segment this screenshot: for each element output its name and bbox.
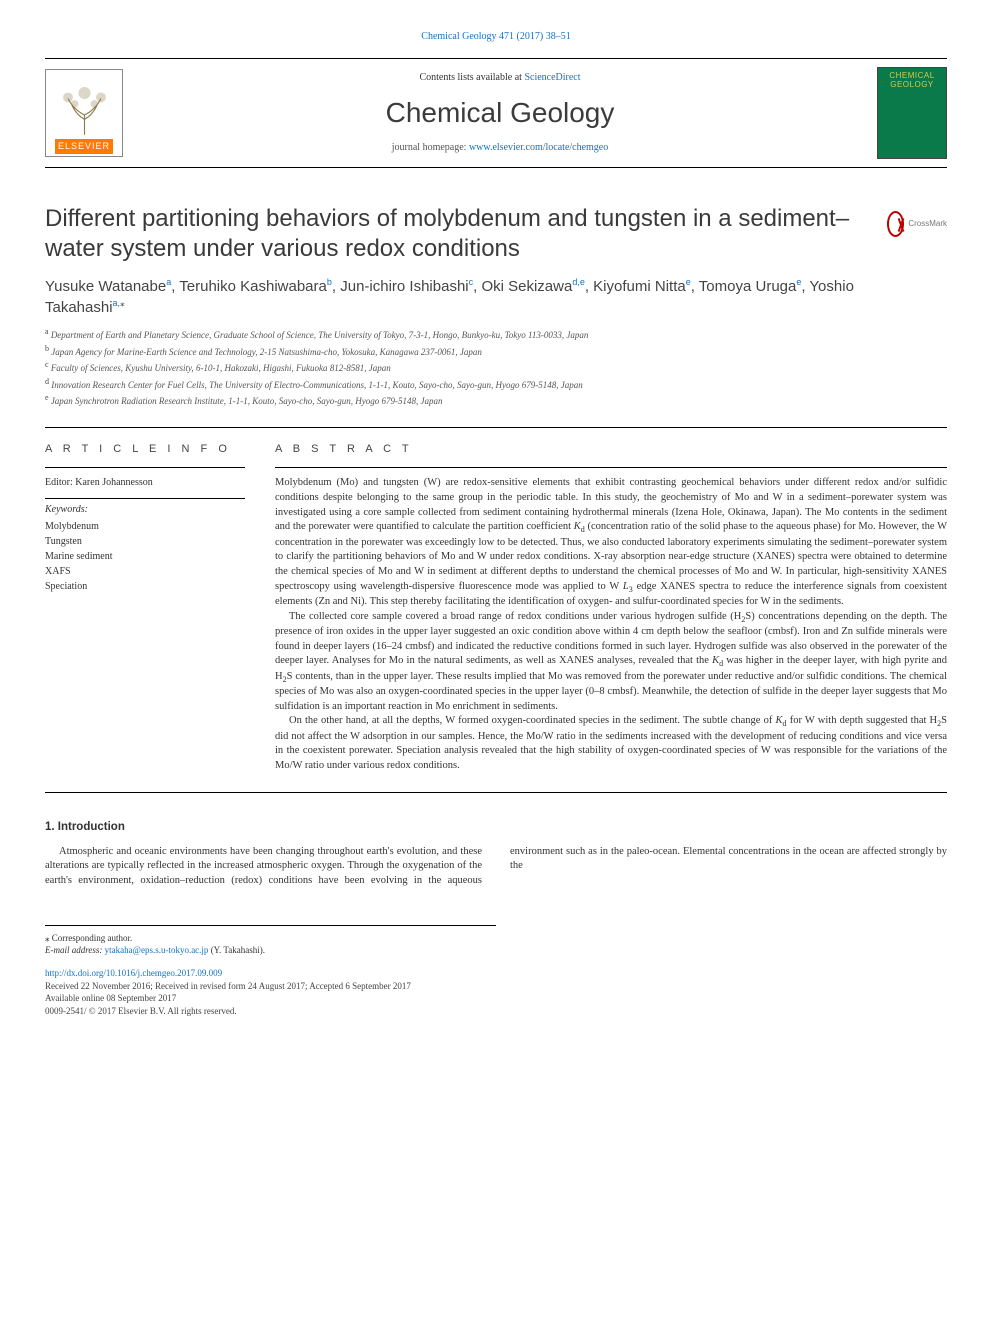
keyword: Speciation: [45, 579, 245, 594]
homepage-line: journal homepage: www.elsevier.com/locat…: [135, 141, 865, 155]
affiliation-d: Innovation Research Center for Fuel Cell…: [51, 380, 583, 390]
corresponding-author: ⁎ Corresponding author.: [45, 932, 496, 945]
abstract-p3: On the other hand, at all the depths, W …: [275, 714, 947, 773]
affiliation-a: Department of Earth and Planetary Scienc…: [51, 330, 589, 340]
intro-section: 1. Introduction Atmospheric and oceanic …: [45, 819, 947, 889]
info-head: A R T I C L E I N F O: [45, 442, 245, 457]
affiliations: a Department of Earth and Planetary Scie…: [45, 326, 875, 408]
top-citation: Chemical Geology 471 (2017) 38–51: [45, 30, 947, 44]
abstract: A B S T R A C T Molybdenum (Mo) and tung…: [275, 442, 947, 774]
elsevier-text: ELSEVIER: [55, 139, 113, 154]
copyright: 0009-2541/ © 2017 Elsevier B.V. All righ…: [45, 1005, 947, 1018]
journal-header: ELSEVIER Contents lists available at Sci…: [45, 58, 947, 168]
article-info: A R T I C L E I N F O Editor: Karen Joha…: [45, 442, 245, 774]
affiliation-e: Japan Synchrotron Radiation Research Ins…: [51, 396, 443, 406]
divider: [45, 792, 947, 793]
title-block: Different partitioning behaviors of moly…: [45, 204, 947, 409]
history: Received 22 November 2016; Received in r…: [45, 980, 947, 993]
contents-line: Contents lists available at ScienceDirec…: [135, 71, 865, 85]
info-abstract-row: A R T I C L E I N F O Editor: Karen Joha…: [45, 442, 947, 774]
cover-title: CHEMICAL GEOLOGY: [880, 72, 944, 90]
keyword: Molybdenum: [45, 519, 245, 534]
authors: Yusuke Watanabea, Teruhiko Kashiwabarab,…: [45, 276, 875, 318]
intro-text: Atmospheric and oceanic environments hav…: [45, 845, 947, 889]
keyword: Marine sediment: [45, 549, 245, 564]
bottom-block: http://dx.doi.org/10.1016/j.chemgeo.2017…: [45, 967, 947, 1017]
header-center: Contents lists available at ScienceDirec…: [135, 71, 865, 154]
abstract-head: A B S T R A C T: [275, 442, 947, 457]
journal-name: Chemical Geology: [135, 93, 865, 132]
article-title: Different partitioning behaviors of moly…: [45, 204, 875, 264]
affiliation-c: Faculty of Sciences, Kyushu University, …: [51, 363, 391, 373]
intro-columns: Atmospheric and oceanic environments hav…: [45, 845, 947, 889]
abstract-p2: The collected core sample covered a broa…: [275, 610, 947, 715]
email-author: (Y. Takahashi).: [208, 945, 265, 955]
contents-prefix: Contents lists available at: [419, 72, 524, 83]
abstract-p1: Molybdenum (Mo) and tungsten (W) are red…: [275, 476, 947, 609]
keywords-label: Keywords:: [45, 503, 245, 517]
homepage-prefix: journal homepage:: [392, 142, 469, 153]
doi-link[interactable]: http://dx.doi.org/10.1016/j.chemgeo.2017…: [45, 968, 222, 978]
email-label: E-mail address:: [45, 945, 105, 955]
sciencedirect-link[interactable]: ScienceDirect: [524, 72, 580, 83]
affiliation-b: Japan Agency for Marine-Earth Science an…: [51, 347, 482, 357]
crossmark-icon: [887, 211, 904, 237]
crossmark-label: CrossMark: [908, 218, 947, 229]
available-online: Available online 08 September 2017: [45, 992, 947, 1005]
email-link[interactable]: ytakaha@eps.s.u-tokyo.ac.jp: [105, 945, 209, 955]
keyword: XAFS: [45, 564, 245, 579]
journal-cover: CHEMICAL GEOLOGY: [877, 67, 947, 159]
keywords-list: Molybdenum Tungsten Marine sediment XAFS…: [45, 519, 245, 594]
divider: [45, 427, 947, 428]
elsevier-logo: ELSEVIER: [45, 69, 123, 157]
footnotes: ⁎ Corresponding author. E-mail address: …: [45, 925, 496, 957]
intro-head: 1. Introduction: [45, 819, 947, 835]
elsevier-tree-icon: [54, 79, 114, 139]
citation-link[interactable]: Chemical Geology 471 (2017) 38–51: [421, 31, 570, 42]
keyword: Tungsten: [45, 534, 245, 549]
editor: Editor: Karen Johannesson: [45, 476, 245, 490]
abstract-text: Molybdenum (Mo) and tungsten (W) are red…: [275, 476, 947, 773]
homepage-link[interactable]: www.elsevier.com/locate/chemgeo: [469, 142, 608, 153]
crossmark-badge[interactable]: CrossMark: [887, 204, 947, 244]
